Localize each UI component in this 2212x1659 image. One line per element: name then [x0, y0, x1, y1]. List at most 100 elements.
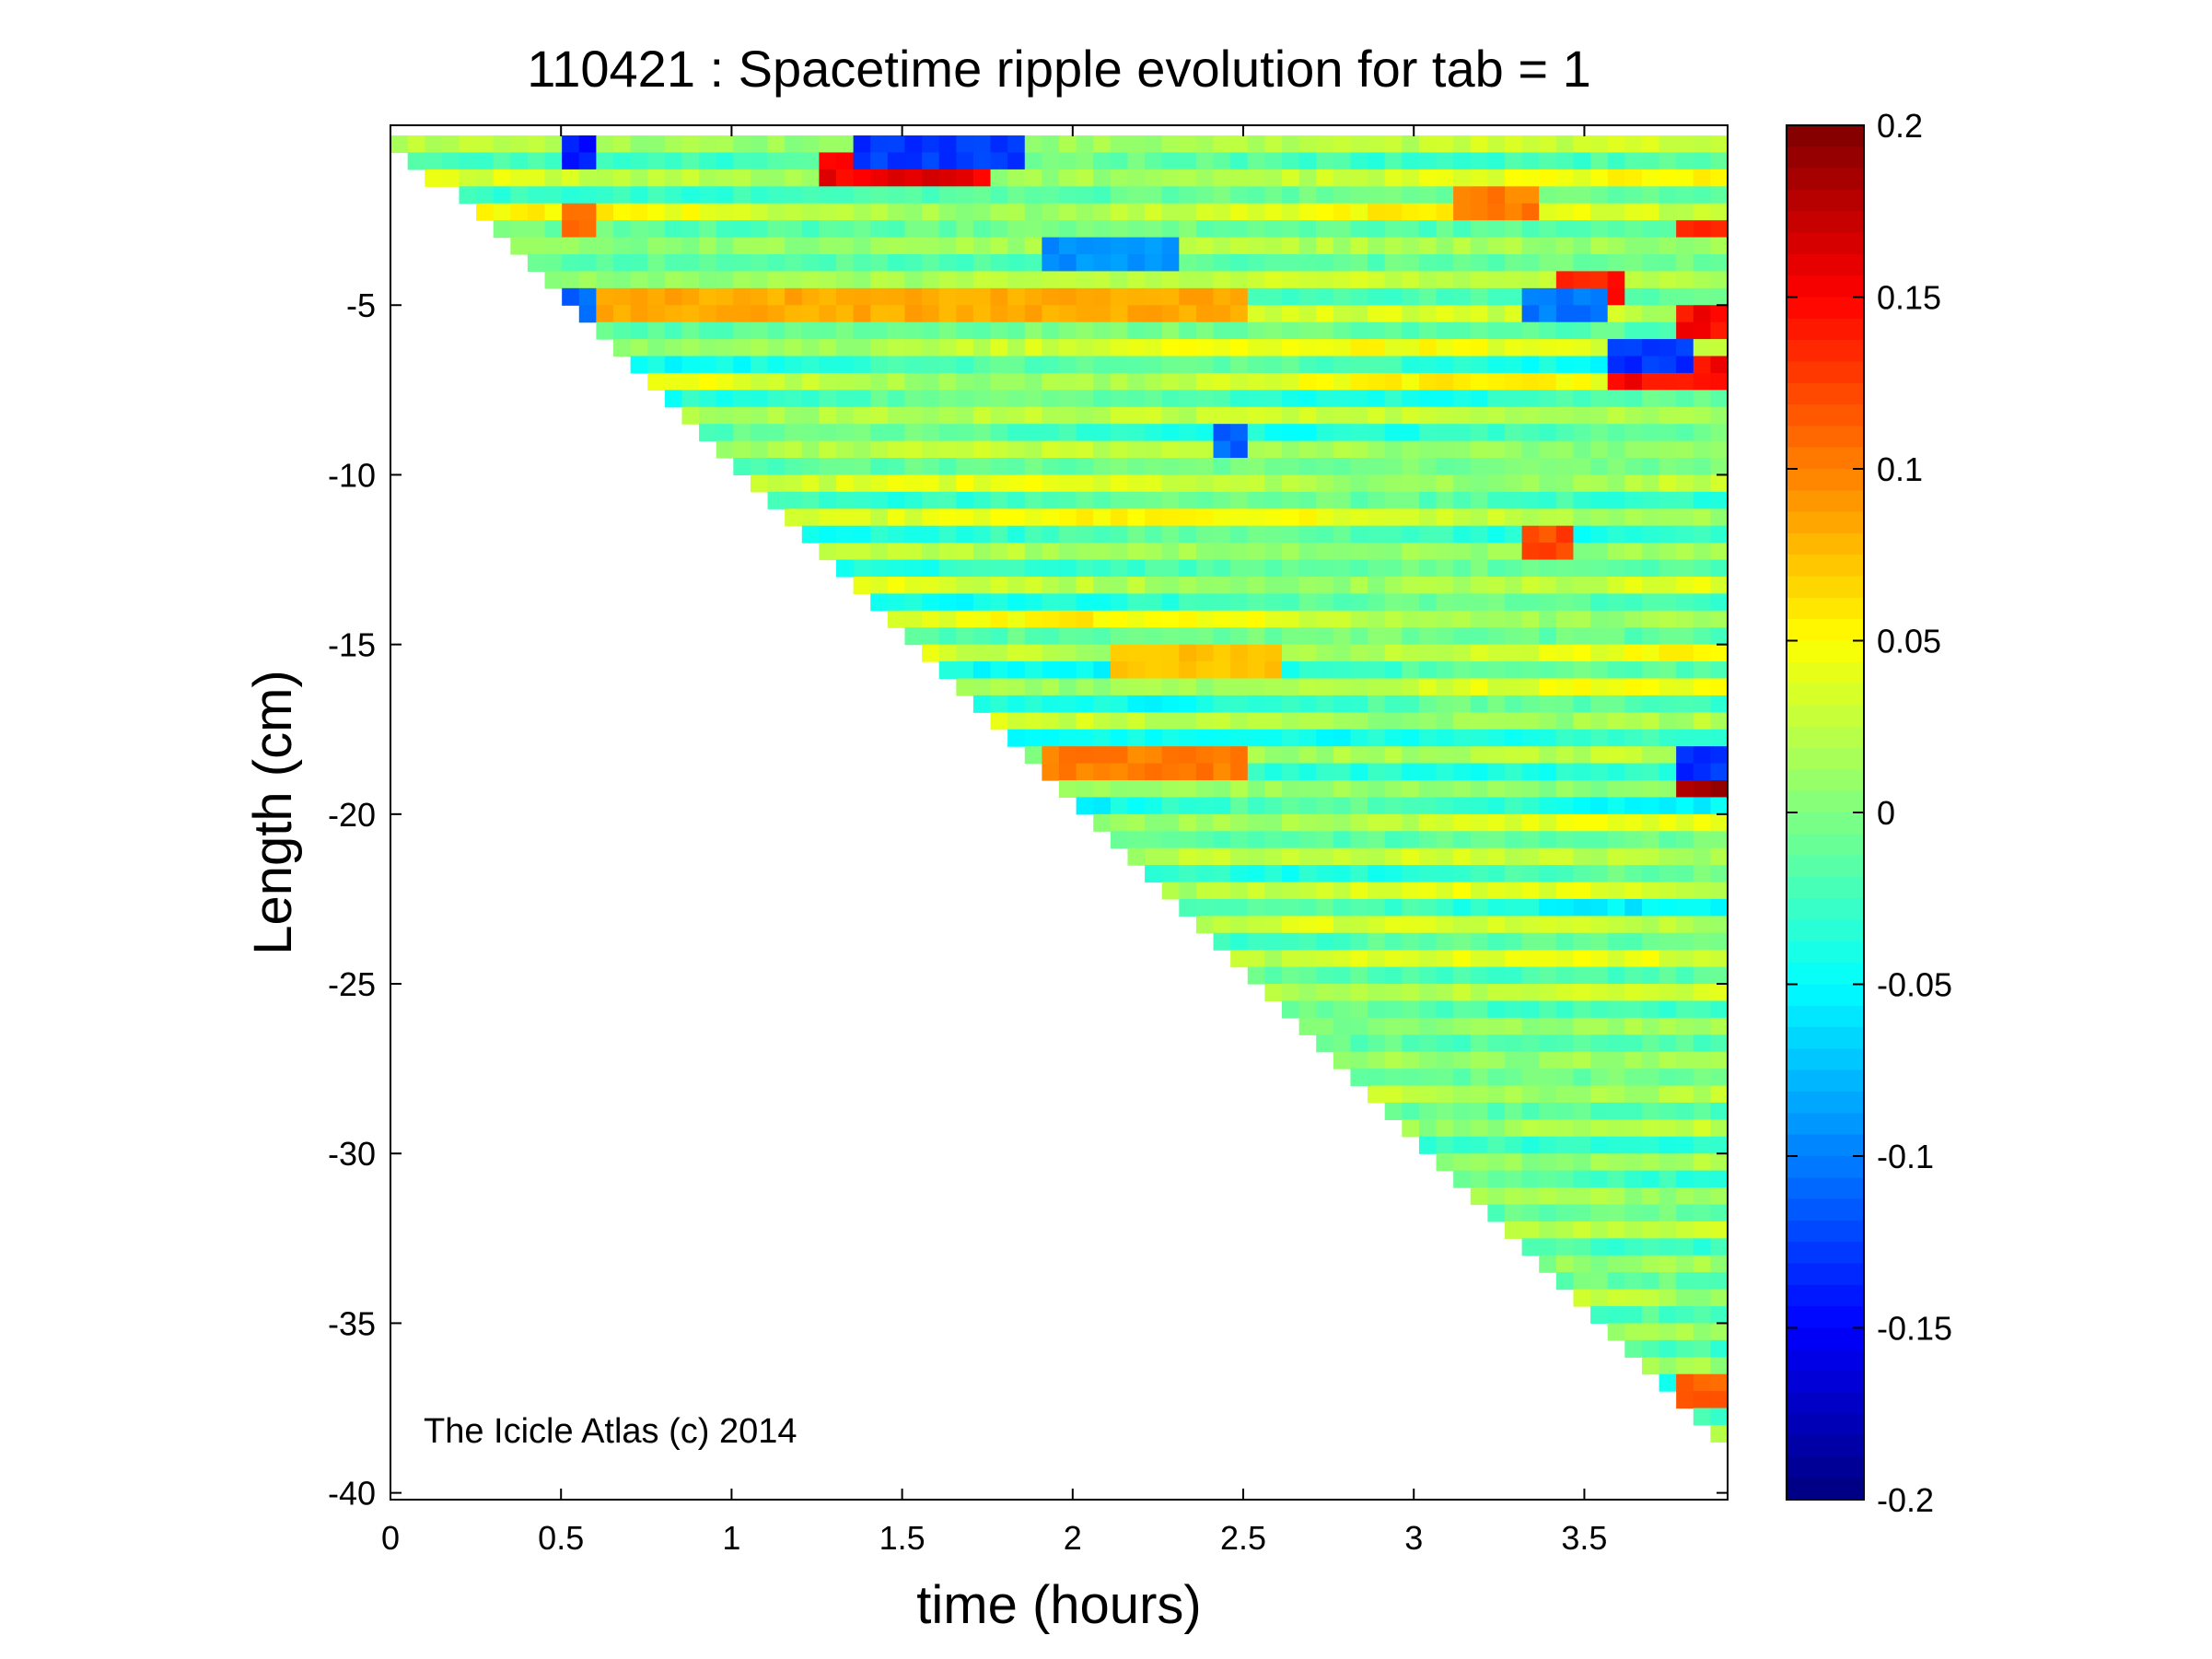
heatmap-cell-2038 [1487, 458, 1506, 476]
heatmap-cell-1374 [1282, 898, 1300, 917]
heatmap-cell-2954 [1710, 559, 1728, 578]
heatmap-cell-901 [1110, 763, 1129, 781]
heatmap-cell-702 [1024, 695, 1042, 713]
heatmap-cell-1193 [1230, 372, 1249, 391]
heatmap-cell-2524 [1607, 746, 1625, 765]
heatmap-cell-1702 [1384, 916, 1403, 934]
heatmap-cell-2838 [1676, 1153, 1694, 1172]
heatmap-cell-213 [750, 135, 769, 154]
heatmap-cell-2039 [1487, 474, 1506, 493]
heatmap-cell-2562 [1624, 186, 1643, 204]
heatmap-cell-950 [1145, 152, 1163, 170]
heatmap-cell-2511 [1607, 525, 1625, 543]
heatmap-cell-2281 [1555, 135, 1575, 154]
heatmap-cell-2833 [1676, 1069, 1694, 1087]
heatmap-cell-94 [630, 135, 648, 154]
heatmap-cell-2171 [1521, 525, 1540, 543]
heatmap-cell-2668 [1641, 763, 1660, 781]
heatmap-cell-2351 [1573, 169, 1591, 187]
heatmap-cell-2706 [1659, 169, 1677, 187]
heatmap-cell-1011 [1161, 440, 1180, 459]
heatmap-cell-879 [1110, 390, 1129, 408]
heatmap-cell-2650 [1641, 458, 1660, 476]
heatmap-cell-1742 [1402, 610, 1420, 628]
heatmap-cell-777 [1059, 695, 1077, 713]
heatmap-cell-1727 [1402, 356, 1420, 374]
heatmap-cell-846 [1093, 525, 1112, 543]
heatmap-cell-2597 [1624, 780, 1643, 799]
heatmap-cell-2762 [1659, 1119, 1677, 1138]
heatmap-cell-882 [1110, 440, 1129, 459]
heatmap-cell-877 [1110, 356, 1129, 374]
heatmap-cell-2444 [1590, 576, 1609, 594]
heatmap-cell-1665 [1384, 287, 1403, 306]
heatmap-cell-109 [647, 152, 666, 170]
heatmap-cell-1154 [1213, 525, 1231, 543]
heatmap-cell-1379 [1282, 984, 1300, 1002]
heatmap-cell-432 [887, 525, 906, 543]
heatmap-cell-2570 [1624, 321, 1643, 340]
heatmap-cell-1806 [1418, 695, 1438, 713]
heatmap-cell-707 [1042, 152, 1060, 170]
heatmap-cell-1563 [1350, 474, 1368, 493]
heatmap-cell-2666 [1641, 729, 1660, 747]
heatmap-cell-786 [1076, 186, 1094, 204]
heatmap-cell-240 [767, 237, 786, 255]
heatmap-cell-2004 [1470, 950, 1488, 968]
colorbar-tick-label: 0.15 [1877, 279, 1941, 317]
heatmap-cell-862 [1093, 797, 1112, 815]
heatmap-cell-1873 [1436, 813, 1454, 832]
heatmap-cell-52 [562, 203, 580, 221]
heatmap-cell-546 [956, 390, 974, 408]
heatmap-cell-1675 [1384, 458, 1403, 476]
heatmap-cell-1639 [1368, 813, 1386, 832]
heatmap-cell-1958 [1470, 169, 1488, 187]
heatmap-cell-1796 [1418, 525, 1438, 543]
heatmap-cell-78 [596, 287, 614, 306]
heatmap-cell-1157 [1213, 576, 1231, 594]
heatmap-cell-974 [1145, 559, 1163, 578]
heatmap-cell-917 [1127, 321, 1146, 340]
heatmap-cell-363 [853, 287, 871, 306]
heatmap-cell-1216 [1230, 763, 1249, 781]
heatmap-cell-2211 [1521, 1204, 1540, 1222]
heatmap-cell-741 [1042, 729, 1060, 747]
heatmap-cell-759 [1059, 390, 1077, 408]
heatmap-cell-1729 [1402, 390, 1420, 408]
heatmap-cell-134 [664, 321, 683, 340]
heatmap-cell-2615 [1624, 1085, 1643, 1104]
heatmap-cell-113 [647, 220, 666, 239]
heatmap-cell-1660 [1384, 203, 1403, 221]
heatmap-cell-1423 [1298, 847, 1317, 866]
heatmap-cell-2967 [1710, 780, 1728, 799]
heatmap-cell-621 [990, 525, 1008, 543]
heatmap-cell-2931 [1710, 169, 1728, 187]
heatmap-cell-1084 [1195, 135, 1215, 154]
heatmap-cell-1740 [1402, 576, 1420, 594]
heatmap-cell-2576 [1624, 424, 1643, 442]
heatmap-cell-2996 [1710, 1272, 1728, 1291]
heatmap-cell-388 [870, 253, 889, 273]
heatmap-cell-684 [1024, 390, 1042, 408]
heatmap-cell-2328 [1555, 932, 1575, 951]
heatmap-cell-2101 [1505, 440, 1523, 459]
heatmap-cell-1456 [1316, 508, 1334, 527]
heatmap-cell-220 [750, 253, 769, 273]
heatmap-cell-36 [527, 220, 546, 239]
heatmap-cell-2431 [1590, 356, 1609, 374]
heatmap-cell-2718 [1659, 372, 1677, 391]
heatmap-cell-257 [785, 152, 803, 170]
heatmap-cell-1483 [1316, 966, 1334, 985]
heatmap-cell-812 [1076, 627, 1094, 646]
heatmap-cell-537 [956, 237, 974, 255]
heatmap-cell-32 [527, 152, 546, 170]
heatmap-cell-1989 [1470, 695, 1488, 713]
heatmap-cell-2011 [1470, 1069, 1488, 1087]
heatmap-cell-1852 [1436, 458, 1454, 476]
heatmap-cell-2420 [1590, 169, 1609, 187]
heatmap-cell-2721 [1659, 424, 1677, 442]
heatmap-cell-1121 [1195, 763, 1215, 781]
heatmap-cell-955 [1145, 237, 1163, 255]
heatmap-cell-1819 [1418, 916, 1438, 934]
heatmap-cell-1397 [1298, 406, 1317, 425]
